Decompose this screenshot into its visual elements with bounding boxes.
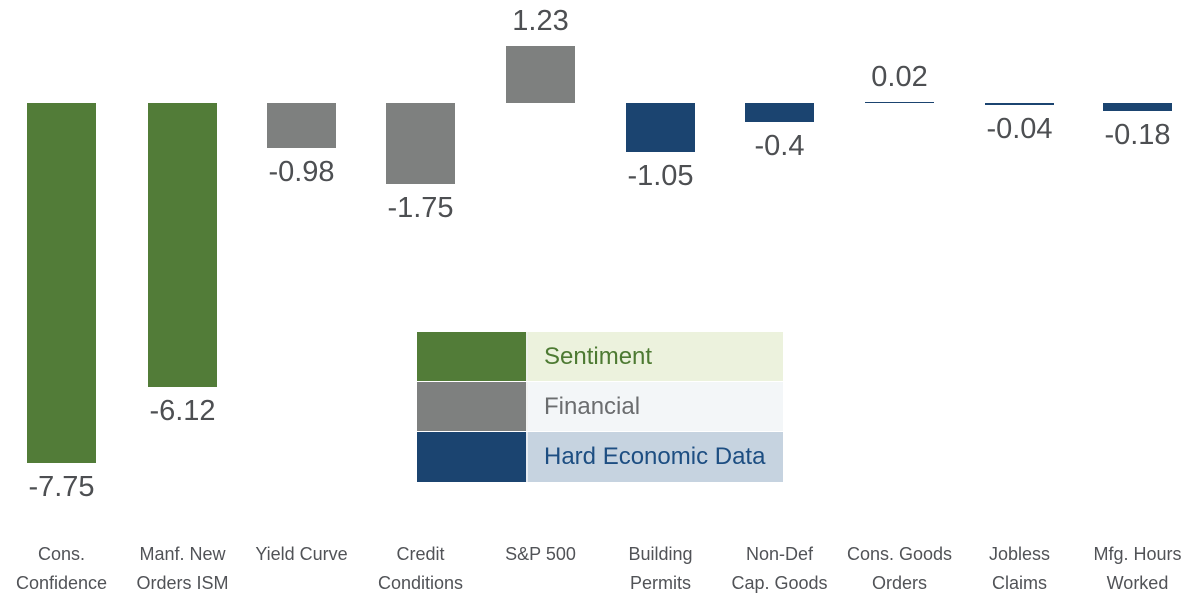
bar bbox=[865, 101, 934, 103]
category-label-line: Cap. Goods bbox=[731, 573, 828, 593]
bar-value-label: -0.4 bbox=[754, 129, 805, 162]
category-label-line: Non-Def bbox=[745, 544, 814, 564]
legend-label: Financial bbox=[528, 382, 783, 431]
bar bbox=[985, 103, 1054, 105]
bar-value-label: -1.05 bbox=[627, 159, 694, 192]
category-label-line: S&P 500 bbox=[505, 544, 576, 564]
category-label-line: Orders bbox=[871, 573, 927, 593]
bar bbox=[745, 103, 814, 122]
category-label-line: Cons. bbox=[37, 544, 86, 564]
category-label: Jobless Claims bbox=[954, 540, 1086, 598]
legend-swatch bbox=[417, 382, 528, 431]
category-label-line: Permits bbox=[629, 573, 691, 593]
category-label-line: Conditions bbox=[377, 573, 464, 593]
category-label: Credit Conditions bbox=[355, 540, 487, 598]
category-label-line: Yield Curve bbox=[255, 544, 348, 564]
bar-value-label: -0.04 bbox=[986, 112, 1053, 145]
category-label: Cons. Confidence bbox=[0, 540, 128, 598]
bar bbox=[148, 103, 217, 387]
bar bbox=[1103, 103, 1172, 112]
category-label: Mfg. Hours Worked bbox=[1072, 540, 1200, 598]
bar bbox=[626, 103, 695, 152]
category-label: Non-Def Cap. Goods bbox=[714, 540, 846, 598]
legend-row: Hard Economic Data bbox=[417, 432, 783, 482]
legend-label: Sentiment bbox=[528, 332, 783, 381]
category-label-line: Orders ISM bbox=[136, 573, 229, 593]
category-label: Building Permits bbox=[595, 540, 727, 598]
category-label: Manf. New Orders ISM bbox=[117, 540, 249, 598]
category-label: Cons. Goods Orders bbox=[834, 540, 966, 598]
bar bbox=[506, 45, 575, 103]
legend-row: Sentiment bbox=[417, 332, 783, 382]
legend-swatch bbox=[417, 432, 528, 482]
bar bbox=[386, 103, 455, 185]
legend-swatch bbox=[417, 332, 528, 381]
legend-row: Financial bbox=[417, 382, 783, 432]
category-label-line: Credit bbox=[396, 544, 445, 564]
bar-value-label: -0.18 bbox=[1104, 119, 1171, 152]
category-label: S&P 500 bbox=[475, 540, 607, 569]
category-label: Yield Curve bbox=[236, 540, 368, 569]
category-label-line: Cons. Goods bbox=[846, 544, 953, 564]
legend-label: Hard Economic Data bbox=[528, 432, 783, 482]
category-label-line: Confidence bbox=[15, 573, 108, 593]
category-label-line: Manf. New bbox=[139, 544, 226, 564]
category-label-line: Building bbox=[628, 544, 693, 564]
category-label-line: Mfg. Hours bbox=[1093, 544, 1182, 564]
bar-value-label: -6.12 bbox=[149, 394, 216, 427]
category-label-line: Jobless bbox=[988, 544, 1051, 564]
bar bbox=[27, 103, 96, 463]
bar-value-label: 0.02 bbox=[871, 60, 928, 93]
bar-value-label: -0.98 bbox=[268, 156, 335, 189]
category-label-line: Worked bbox=[1106, 573, 1169, 593]
bar-value-label: 1.23 bbox=[512, 4, 569, 37]
chart-legend: Sentiment Financial Hard Economic Data bbox=[417, 332, 783, 482]
category-label-line: Claims bbox=[991, 573, 1047, 593]
bar-value-label: -1.75 bbox=[387, 192, 454, 225]
bar-value-label: -7.75 bbox=[28, 470, 95, 503]
bar bbox=[267, 103, 336, 149]
